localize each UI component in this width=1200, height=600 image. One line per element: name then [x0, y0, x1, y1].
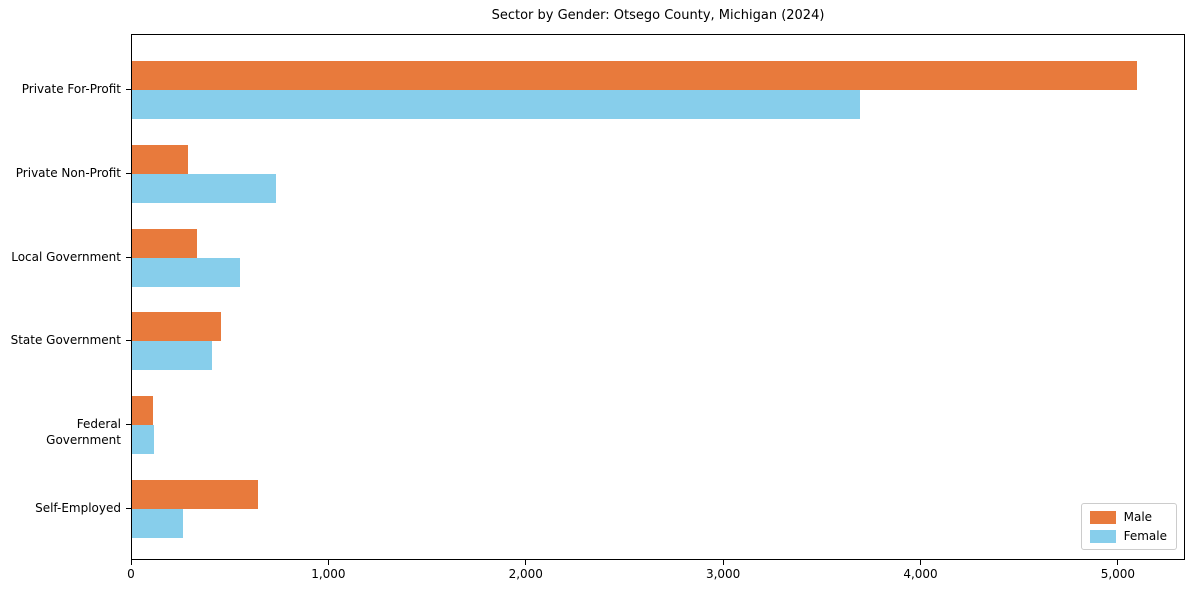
- legend-swatch-male: [1089, 510, 1116, 524]
- x-tick: [920, 560, 921, 565]
- y-axis-label: State Government: [10, 333, 121, 348]
- legend-label: Male: [1123, 510, 1153, 524]
- y-axis-label: Local Government: [11, 249, 121, 264]
- bar-male-2: [132, 228, 198, 258]
- chart-title: Sector by Gender: Otsego County, Michiga…: [491, 8, 825, 23]
- x-tick: [327, 560, 329, 565]
- x-tick-label: 1,000: [311, 567, 346, 581]
- bar-female-2: [132, 257, 240, 287]
- y-tick: [126, 256, 131, 258]
- bar-male-1: [132, 144, 189, 174]
- legend-swatch-female: [1089, 529, 1116, 543]
- x-tick-label: 5,000: [1100, 567, 1136, 581]
- bar-male-3: [132, 312, 221, 342]
- bar-female-5: [132, 509, 184, 538]
- bar-female-0: [132, 90, 861, 119]
- x-tick: [130, 560, 132, 565]
- bar-female-1: [132, 173, 277, 203]
- legend-label: Female: [1123, 529, 1167, 543]
- y-tick: [126, 172, 131, 174]
- y-tick: [126, 89, 131, 90]
- bar-male-5: [132, 480, 259, 509]
- y-axis-label: Self-Employed: [35, 501, 121, 515]
- x-tick-label: 4,000: [903, 567, 938, 581]
- y-tick: [126, 424, 131, 426]
- x-tick: [525, 560, 527, 565]
- x-tick-label: 3,000: [705, 567, 741, 581]
- bar-female-4: [132, 425, 154, 455]
- x-tick-label: 0: [127, 567, 135, 581]
- y-axis-label: Federal Government: [46, 417, 121, 448]
- bar-female-3: [132, 341, 212, 371]
- plot-area: Male Female: [131, 34, 1185, 560]
- legend-item-female: Female: [1089, 529, 1167, 543]
- legend-item-male: Male: [1089, 510, 1167, 524]
- legend: Male Female: [1080, 503, 1177, 550]
- bar-male-0: [132, 61, 1137, 90]
- y-axis-label: Private For-Profit: [21, 82, 121, 96]
- y-tick: [126, 340, 131, 342]
- x-tick-label: 2,000: [508, 567, 543, 581]
- y-axis-label: Private Non-Profit: [15, 165, 121, 180]
- y-tick: [126, 508, 131, 509]
- x-tick: [1117, 560, 1119, 565]
- bar-male-4: [132, 396, 153, 426]
- x-tick: [722, 560, 724, 565]
